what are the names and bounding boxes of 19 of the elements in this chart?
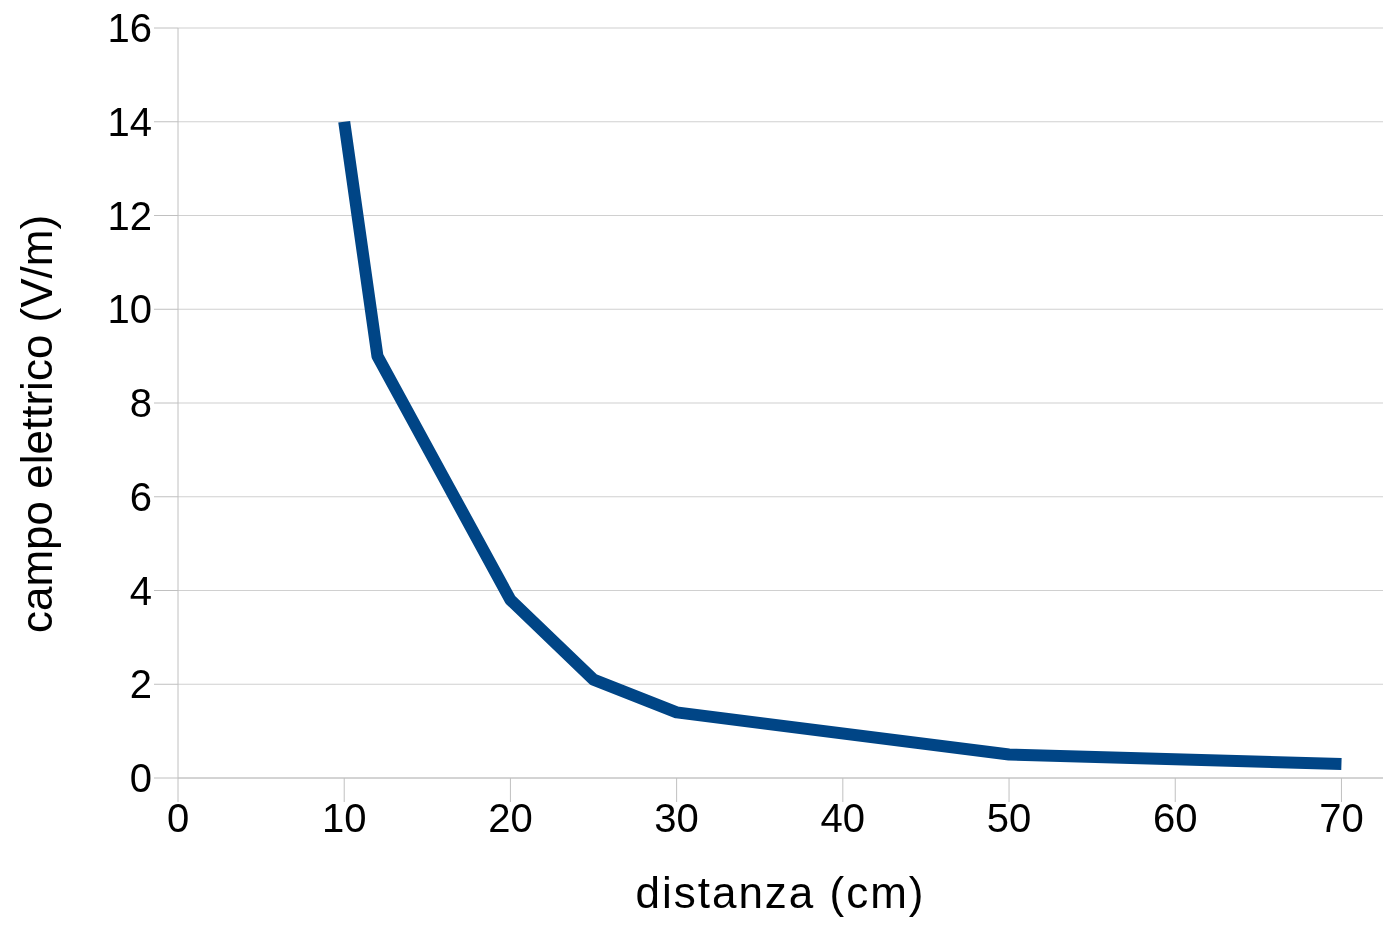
x-tick-label: 20 — [488, 796, 533, 841]
x-tick-label: 70 — [1319, 796, 1364, 841]
x-tick-label: 60 — [1152, 796, 1198, 841]
y-tick-label: 6 — [129, 474, 152, 519]
x-tick-label: 10 — [321, 796, 367, 841]
x-tick-label: 30 — [654, 796, 699, 841]
y-tick-label: 16 — [107, 6, 152, 51]
y-tick-label: 10 — [107, 287, 152, 332]
x-tick-label: 40 — [820, 796, 866, 841]
y-tick-label: 14 — [107, 99, 152, 144]
y-tick-label: 4 — [129, 568, 152, 613]
y-tick-label: 0 — [129, 756, 152, 801]
x-tick-label: 50 — [986, 796, 1032, 841]
y-tick-label: 2 — [129, 662, 152, 707]
x-axis-title: distanza (cm) — [635, 868, 926, 917]
y-tick-label: 8 — [129, 381, 152, 426]
y-axis-title: campo elettrico (V/m) — [11, 214, 61, 633]
y-tick-label: 12 — [107, 193, 152, 238]
x-tick-label: 0 — [166, 796, 190, 841]
